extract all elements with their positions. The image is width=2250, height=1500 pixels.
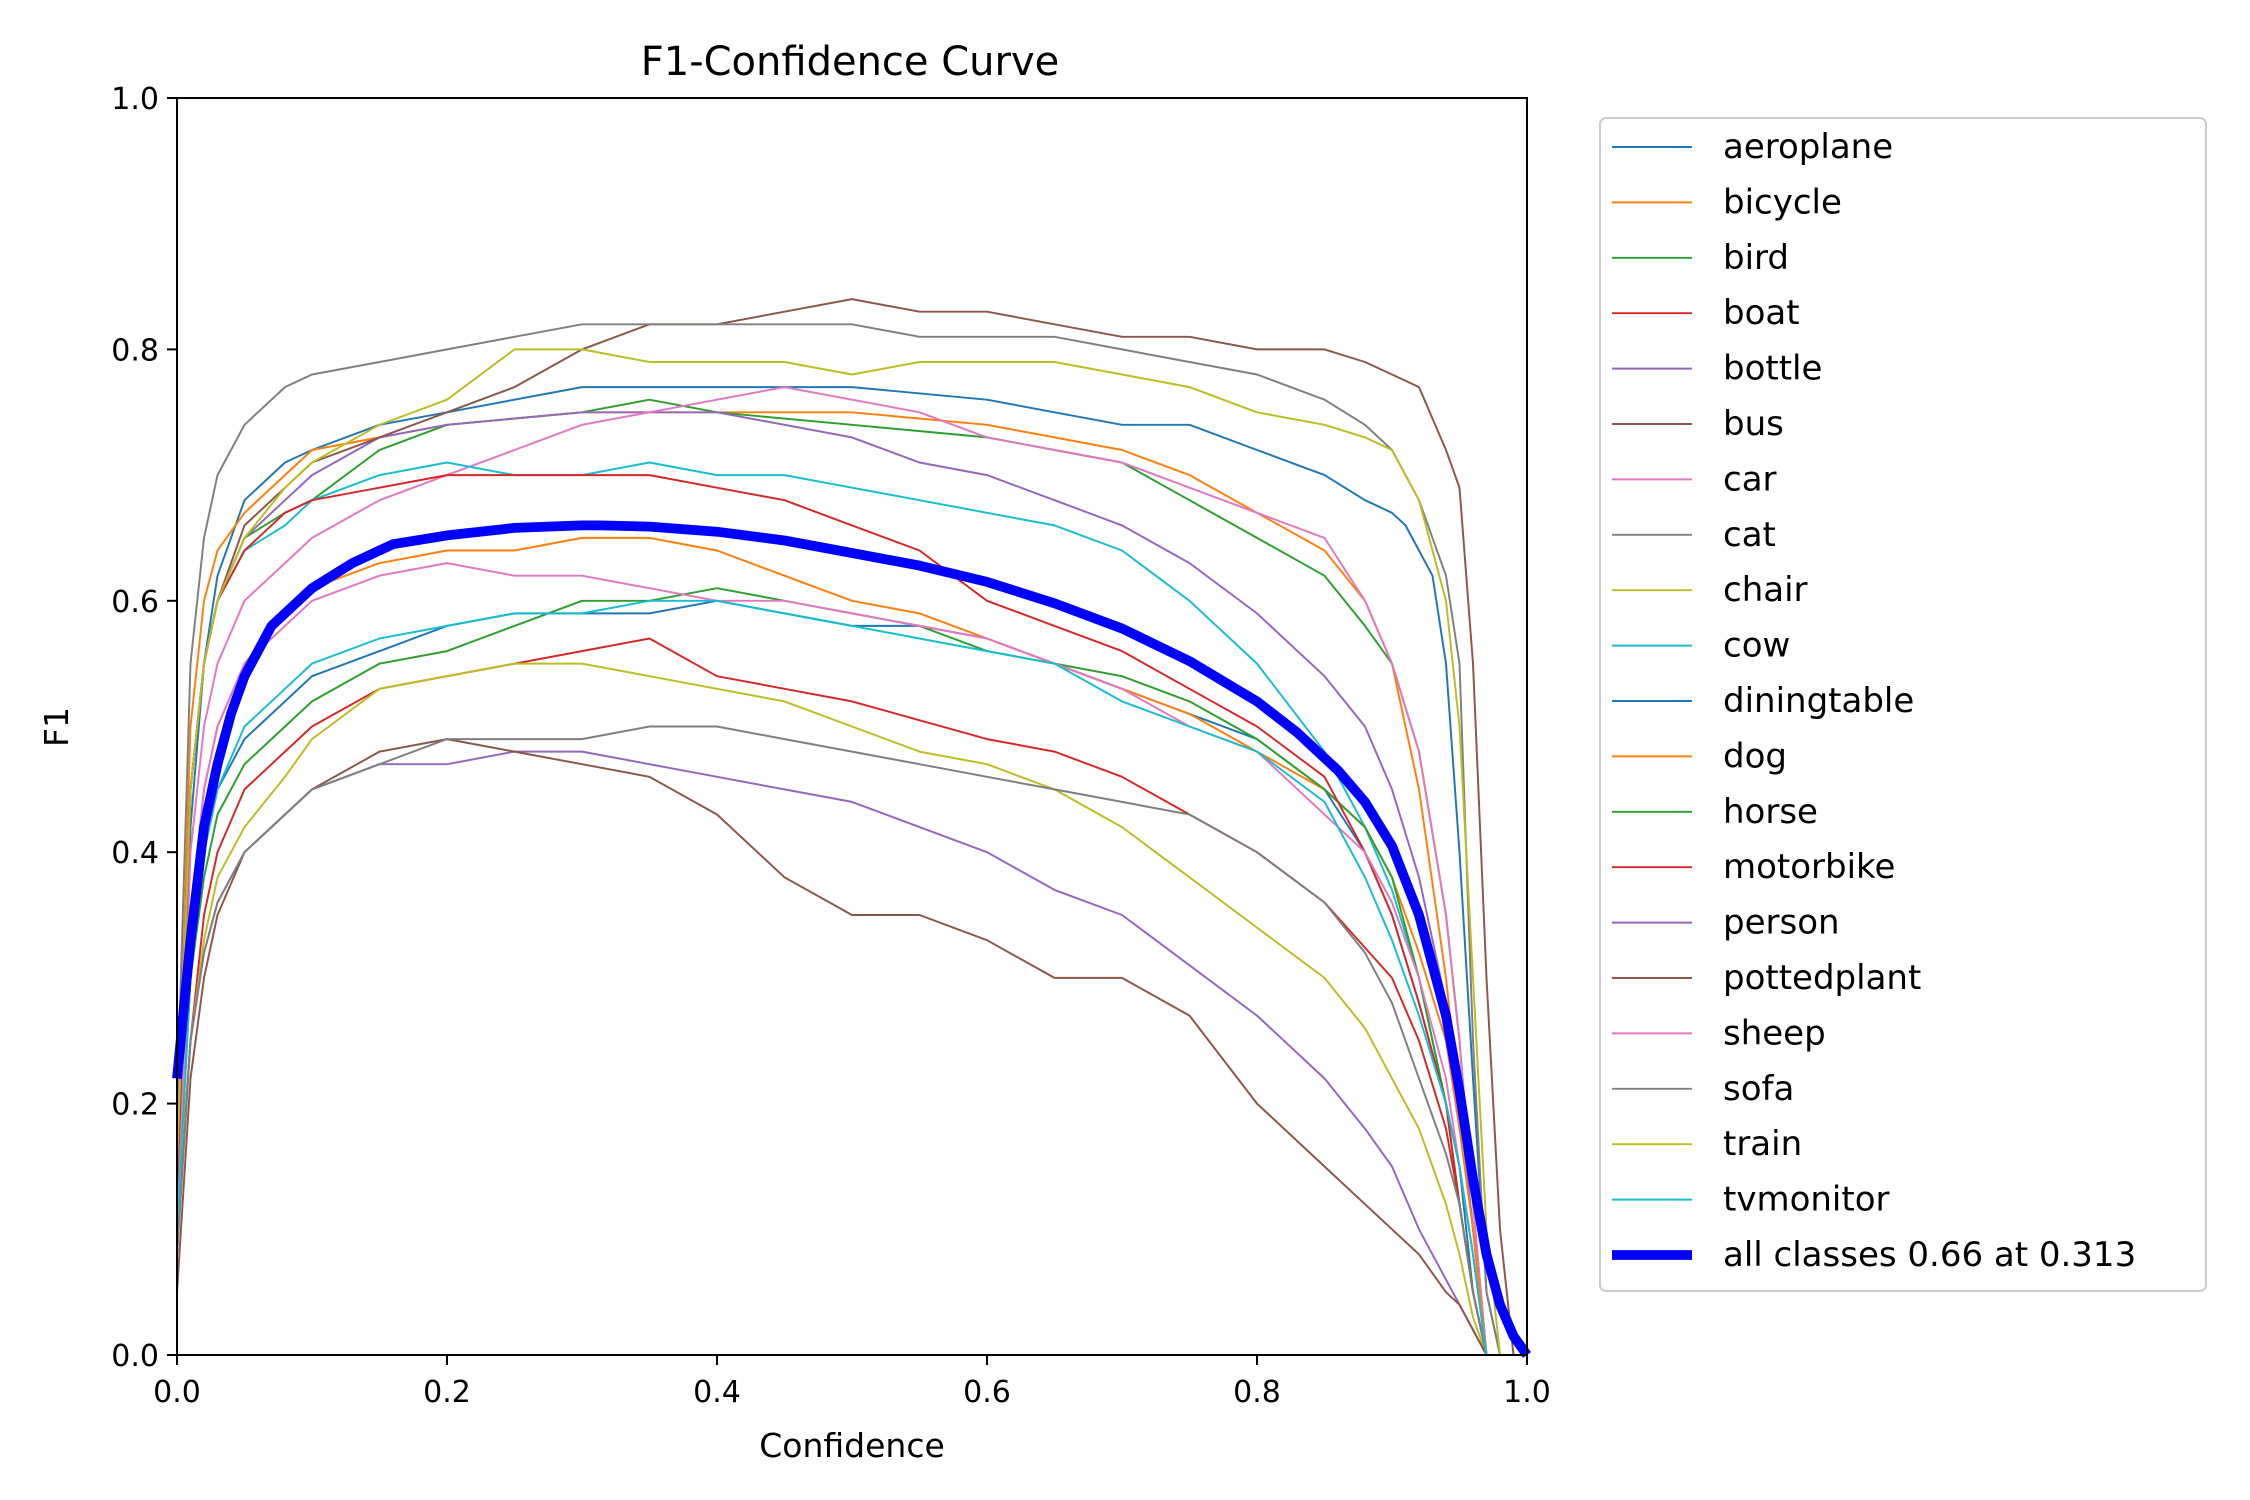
series-line-cat <box>176 323 1501 1356</box>
y-tick-label: 1.0 <box>111 82 159 117</box>
x-axis-label: Confidence <box>759 1426 945 1465</box>
series-layer <box>172 298 1531 1358</box>
y-tick-label: 0.2 <box>111 1088 159 1123</box>
series-line-chair <box>176 662 1488 1356</box>
series-line-sofa <box>176 725 1488 1356</box>
x-tick-label: 0.2 <box>423 1375 471 1410</box>
legend-label: person <box>1723 903 1840 943</box>
x-tick-label: 0.0 <box>153 1375 201 1410</box>
series-line-cow <box>176 461 1488 1356</box>
y-tick-label: 0.0 <box>111 1339 159 1374</box>
legend-label: dog <box>1723 736 1787 776</box>
legend-label: train <box>1723 1124 1802 1164</box>
legend-label: cat <box>1723 515 1776 555</box>
series-line-motorbike <box>176 474 1488 1356</box>
x-tick-label: 1.0 <box>1503 1375 1551 1410</box>
series-line-boat <box>176 637 1488 1356</box>
legend-entries: aeroplane bicycle bird boat bottle bus car cat c… <box>1612 127 2136 1275</box>
series-line-car <box>176 386 1488 1356</box>
legend-label: sofa <box>1723 1069 1794 1109</box>
legend-label: pottedplant <box>1723 958 1921 998</box>
legend-label: sheep <box>1723 1013 1826 1053</box>
x-tick-label: 0.4 <box>693 1375 741 1410</box>
y-axis-label: F1 <box>37 707 76 747</box>
legend-label: bicycle <box>1723 182 1842 222</box>
legend-label: car <box>1723 459 1777 499</box>
legend-label: tvmonitor <box>1723 1180 1890 1220</box>
y-tick-label: 0.8 <box>111 333 159 368</box>
x-tick-label: 0.8 <box>1233 1375 1281 1410</box>
legend: aeroplane bicycle bird boat bottle bus car cat c… <box>1599 117 2207 1292</box>
legend-label: boat <box>1723 293 1800 333</box>
legend-label: cow <box>1723 626 1790 666</box>
legend-label: chair <box>1723 570 1808 610</box>
chart-title: F1-Confidence Curve <box>641 39 1060 85</box>
legend-label: bird <box>1723 238 1789 278</box>
legend-label: bottle <box>1723 349 1822 389</box>
series-line-aeroplane <box>176 386 1501 1356</box>
legend-label: motorbike <box>1723 847 1895 887</box>
axes-frame <box>176 97 1528 1356</box>
legend-label: diningtable <box>1723 681 1914 721</box>
y-tick-label: 0.6 <box>111 585 159 620</box>
series-line-all <box>172 520 1531 1358</box>
legend-label: all classes 0.66 at 0.313 <box>1723 1235 2136 1275</box>
series-line-bottle <box>176 411 1488 1356</box>
y-tick-label: 0.4 <box>111 836 159 871</box>
legend-label: horse <box>1723 792 1818 832</box>
legend-label: bus <box>1723 404 1784 444</box>
legend-label: aeroplane <box>1723 127 1893 167</box>
x-axis-ticks: 0.0 0.2 0.4 0.6 0.8 1.0 <box>153 1355 1551 1410</box>
series-line-tvmonitor <box>176 599 1488 1356</box>
x-tick-label: 0.6 <box>963 1375 1011 1410</box>
series-line-bicycle <box>176 411 1488 1356</box>
legend-frame <box>1599 117 2207 1292</box>
plot-area <box>172 97 1531 1358</box>
series-line-sheep <box>176 562 1488 1356</box>
y-axis-ticks: 0.0 0.2 0.4 0.6 0.8 1.0 <box>111 82 177 1374</box>
series-line-train <box>176 348 1501 1356</box>
